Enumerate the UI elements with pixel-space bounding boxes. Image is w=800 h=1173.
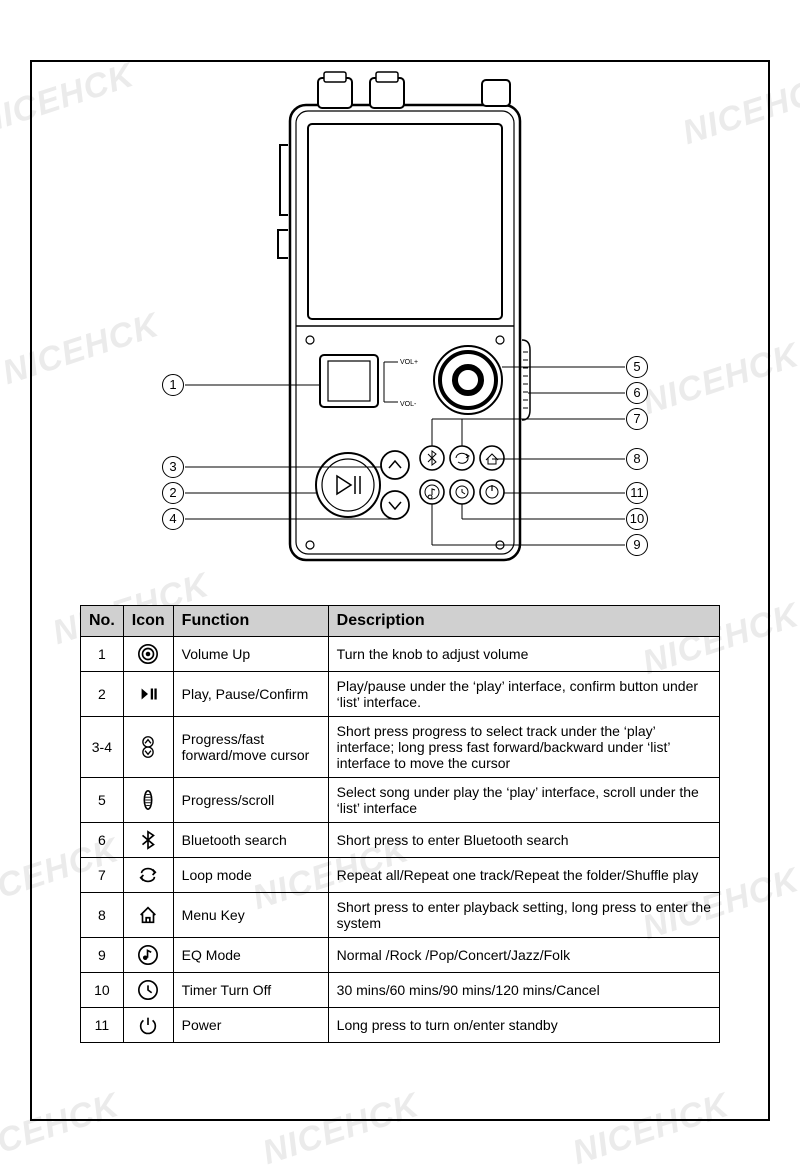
cell-function: Menu Key — [173, 893, 328, 938]
cell-no: 3-4 — [81, 717, 124, 778]
cell-no: 1 — [81, 637, 124, 672]
cell-icon — [123, 778, 173, 823]
cell-no: 7 — [81, 858, 124, 893]
cell-function: Timer Turn Off — [173, 973, 328, 1008]
table-header-row: No. Icon Function Description — [81, 606, 720, 637]
cell-function: Loop mode — [173, 858, 328, 893]
cell-description: 30 mins/60 mins/90 mins/120 mins/Cancel — [328, 973, 719, 1008]
callout-number: 8 — [626, 448, 648, 470]
cell-description: Short press to enter Bluetooth search — [328, 823, 719, 858]
cell-no: 9 — [81, 938, 124, 973]
col-no: No. — [81, 606, 124, 637]
cell-description: Repeat all/Repeat one track/Repeat the f… — [328, 858, 719, 893]
cell-icon — [123, 717, 173, 778]
cell-description: Play/pause under the ‘play’ interface, c… — [328, 672, 719, 717]
table-row: 2 Play, Pause/Confirm Play/pause under t… — [81, 672, 720, 717]
col-icon: Icon — [123, 606, 173, 637]
cell-no: 5 — [81, 778, 124, 823]
function-table: No. Icon Function Description 1 Volume U… — [80, 605, 720, 1043]
cell-function: Power — [173, 1008, 328, 1043]
callout-number: 11 — [626, 482, 648, 504]
col-function: Function — [173, 606, 328, 637]
cell-description: Select song under play the ‘play’ interf… — [328, 778, 719, 823]
cell-icon — [123, 938, 173, 973]
callout-number: 2 — [162, 482, 184, 504]
cell-no: 11 — [81, 1008, 124, 1043]
table-row: 9 EQ Mode Normal /Rock /Pop/Concert/Jazz… — [81, 938, 720, 973]
cell-function: Progress/scroll — [173, 778, 328, 823]
cell-description: Short press to enter playback setting, l… — [328, 893, 719, 938]
cell-function: Volume Up — [173, 637, 328, 672]
cell-description: Normal /Rock /Pop/Concert/Jazz/Folk — [328, 938, 719, 973]
cell-icon — [123, 823, 173, 858]
callout-number: 5 — [626, 356, 648, 378]
table-row: 6 Bluetooth search Short press to enter … — [81, 823, 720, 858]
callout-number: 10 — [626, 508, 648, 530]
device-svg: VOL+ VOL- — [30, 30, 770, 590]
callout-number: 7 — [626, 408, 648, 430]
cell-function: Progress/fast forward/move cursor — [173, 717, 328, 778]
cell-function: Bluetooth search — [173, 823, 328, 858]
table-row: 11 Power Long press to turn on/enter sta… — [81, 1008, 720, 1043]
cell-icon — [123, 1008, 173, 1043]
cell-icon — [123, 672, 173, 717]
callout-number: 6 — [626, 382, 648, 404]
cell-icon — [123, 858, 173, 893]
table-row: 10 Timer Turn Off 30 mins/60 mins/90 min… — [81, 973, 720, 1008]
cell-no: 8 — [81, 893, 124, 938]
callout-number: 9 — [626, 534, 648, 556]
table-row: 5 Progress/scroll Select song under play… — [81, 778, 720, 823]
cell-no: 6 — [81, 823, 124, 858]
cell-function: Play, Pause/Confirm — [173, 672, 328, 717]
cell-function: EQ Mode — [173, 938, 328, 973]
table-row: 7 Loop mode Repeat all/Repeat one track/… — [81, 858, 720, 893]
cell-description: Long press to turn on/enter standby — [328, 1008, 719, 1043]
cell-description: Turn the knob to adjust volume — [328, 637, 719, 672]
svg-text:VOL-: VOL- — [400, 401, 417, 408]
cell-icon — [123, 973, 173, 1008]
svg-text:VOL+: VOL+ — [400, 359, 418, 366]
device-diagram: VOL+ VOL- — [30, 30, 770, 590]
callout-number: 1 — [162, 374, 184, 396]
cell-no: 2 — [81, 672, 124, 717]
callout-number: 4 — [162, 508, 184, 530]
table-row: 8 Menu Key Short press to enter playback… — [81, 893, 720, 938]
callout-number: 3 — [162, 456, 184, 478]
table-row: 3-4 Progress/fast forward/move cursor Sh… — [81, 717, 720, 778]
table-row: 1 Volume Up Turn the knob to adjust volu… — [81, 637, 720, 672]
cell-no: 10 — [81, 973, 124, 1008]
cell-description: Short press progress to select track und… — [328, 717, 719, 778]
cell-icon — [123, 893, 173, 938]
cell-icon — [123, 637, 173, 672]
col-description: Description — [328, 606, 719, 637]
